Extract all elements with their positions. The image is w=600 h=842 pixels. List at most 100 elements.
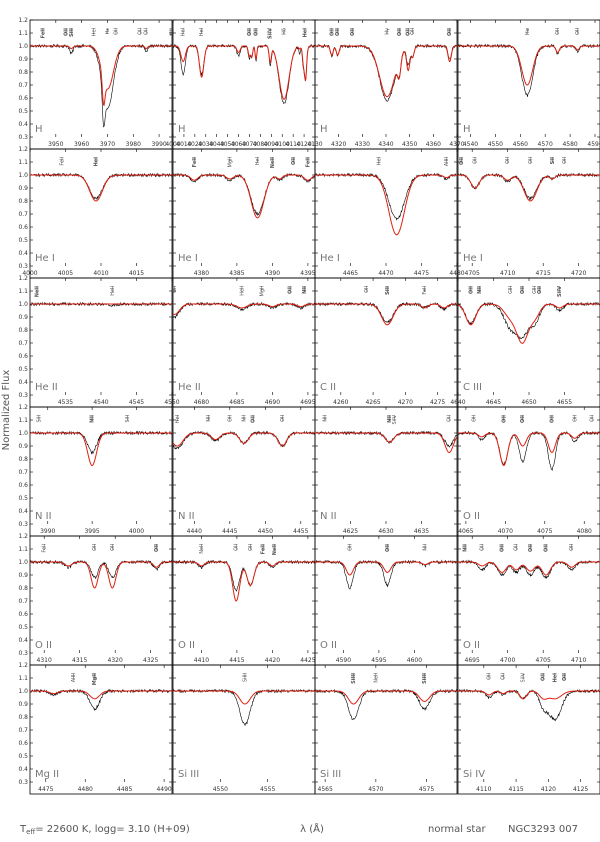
spectrum-panel: 4695 4700 4705 4710 NII OII OII OII OII OII OII O I… [457, 535, 600, 666]
line-label: HeII [110, 286, 116, 296]
y-tick-label: 0.8 [18, 327, 28, 334]
observed-spectrum [30, 430, 172, 455]
x-tick-label: 4575 [419, 786, 434, 793]
spectrum-panel: 4475 4480 4485 4490 0.3 0.4 0.5 0.6 0.7 0.8 0.9 1.0… [18, 662, 173, 795]
spectrum-panel: 4310 4315 4320 4325 0.3 0.4 0.5 0.6 0.7 0.8 0.9 1.0… [18, 533, 173, 666]
line-label: OII [248, 544, 254, 551]
line-label: SiII [125, 415, 131, 423]
y-tick-label: 1.2 [18, 404, 28, 411]
panel-ion-label: Si III [178, 769, 199, 780]
panel-frame [457, 19, 600, 150]
line-label: OII [575, 28, 581, 35]
panel-ion-label: He I [320, 253, 340, 264]
teff-symbol: T [19, 824, 27, 835]
y-tick-label: 0.3 [18, 263, 28, 270]
line-label: OII [562, 673, 568, 681]
x-tick-label: 4420 [265, 657, 280, 664]
line-label: OII [468, 286, 474, 294]
spectrum-panel: 4565 4570 4575 SiIII NeII SiIII Si III [314, 664, 458, 795]
y-tick-label: 1.0 [18, 430, 28, 437]
x-tick-label: 4690 [265, 399, 280, 406]
y-tick-label: 0.5 [18, 108, 28, 115]
x-tick-label: 4540 [463, 141, 478, 148]
line-label: NeII [373, 673, 379, 683]
x-tick-label: 4390 [265, 270, 280, 277]
line-label: OII [520, 286, 526, 294]
model-spectrum [30, 174, 172, 202]
x-tick-label: 4075 [537, 528, 552, 535]
x-tick-label: 4270 [398, 399, 413, 406]
x-tick-label: 4685 [229, 399, 244, 406]
x-tick-label: 4330 [355, 141, 370, 148]
spectrum-panel: 4065 4070 4075 4080 OII OII OII OII OII OII O II [457, 406, 600, 537]
line-label: HeI [552, 673, 558, 683]
x-tick-label: 4480 [78, 786, 93, 793]
y-tick-label: 0.5 [18, 495, 28, 502]
panel-frame [314, 664, 458, 795]
line-label: OII [110, 544, 116, 551]
line-label: AlIII [444, 157, 450, 166]
line-label: HeII [239, 286, 245, 296]
x-tick-label: 4485 [117, 786, 132, 793]
line-label: OII [364, 286, 370, 293]
x-tick-label: 4650 [521, 399, 536, 406]
line-label: SiIII [351, 673, 357, 684]
model-spectrum [315, 690, 457, 705]
x-tick-label: 4380 [194, 270, 209, 277]
spectrum-panel: 4590 4595 4600 OII OII NII O II [314, 535, 458, 666]
line-label: OII [459, 157, 465, 165]
y-tick-label: 0.7 [18, 340, 28, 347]
line-label: SiIII [422, 673, 428, 684]
line-label: OII [572, 415, 578, 422]
observed-spectrum [458, 688, 600, 722]
line-label: OII [280, 415, 286, 422]
x-tick-label: 4080 [577, 528, 592, 535]
line-label: OII [64, 28, 70, 36]
model-spectrum [173, 303, 315, 315]
observed-spectrum [173, 559, 315, 592]
model-spectrum [30, 561, 172, 589]
panel-ion-label: O II [320, 640, 337, 651]
line-label: NII [387, 415, 393, 423]
y-tick-label: 0.6 [18, 353, 28, 360]
y-tick-label: 1.0 [18, 43, 28, 50]
x-tick-label: 3990 [151, 141, 166, 148]
x-tick-label: 4260 [333, 399, 348, 406]
observed-spectrum [173, 301, 315, 319]
line-label: MgII [227, 157, 233, 167]
spectrum-panel: 4410 4415 4420 4425 NeII OII OII FeII NeII O II [172, 535, 316, 666]
line-label: OII [528, 157, 534, 164]
y-tick-label: 0.6 [18, 95, 28, 102]
x-tick-label: 4110 [476, 786, 491, 793]
y-tick-label: 0.9 [18, 185, 28, 192]
spectrum-panel: 4465 4470 4475 4480 HeI AlIII He I [314, 148, 465, 279]
x-tick-label: 4550 [164, 399, 179, 406]
line-label: OII [154, 544, 160, 552]
model-spectrum [458, 45, 600, 86]
x-tick-label: 4030 [198, 141, 213, 148]
line-label: OII [335, 28, 341, 36]
panel-ion-label: He I [35, 253, 55, 264]
line-label: OII [480, 544, 486, 551]
x-tick-label: 4705 [465, 270, 480, 277]
x-tick-label: 4370 [449, 141, 464, 148]
line-label: NII [206, 415, 212, 422]
x-tick-label: 4635 [414, 528, 429, 535]
panel-ion-label: N II [35, 511, 52, 522]
spectrum-panel: 4550 4555 SiIII Si III [172, 664, 316, 795]
panel-ion-label: C III [463, 382, 482, 393]
y-tick-label: 0.9 [18, 56, 28, 63]
y-tick-label: 1.0 [18, 301, 28, 308]
x-tick-label: 4410 [194, 657, 209, 664]
spectrum-panel: 3990 3995 4000 0.3 0.4 0.5 0.6 0.7 0.8 0.9 1.0 1.1 1… [18, 404, 173, 537]
x-tick-label: 3995 [84, 528, 99, 535]
model-spectrum [315, 561, 457, 576]
y-tick-label: 0.7 [18, 82, 28, 89]
x-tick-label: 4490 [156, 786, 171, 793]
model-spectrum [173, 690, 315, 705]
line-label: HeI [199, 28, 205, 36]
x-tick-label: 4645 [486, 399, 501, 406]
line-label: NII [322, 415, 328, 422]
